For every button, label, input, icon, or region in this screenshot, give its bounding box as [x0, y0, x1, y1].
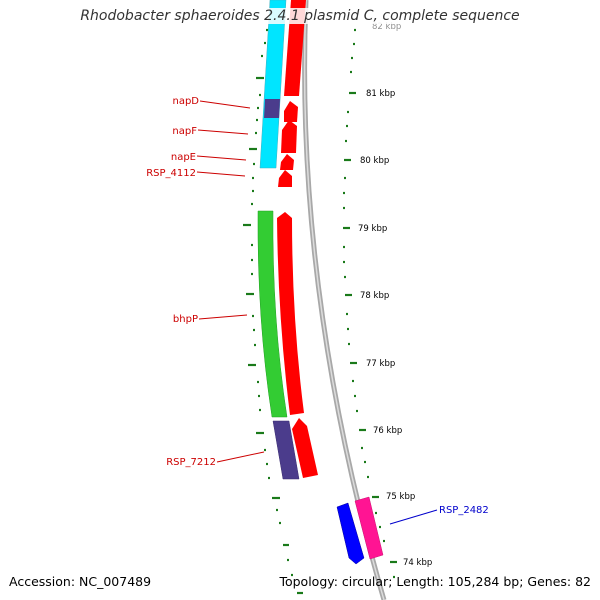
cyan-segment	[259, 0, 287, 169]
kbp-labels: 82 kbp 81 kbp 80 kbp 79 kbp 78 kbp 77 kb…	[358, 22, 432, 568]
cds-napF	[281, 120, 297, 153]
cds-RSP_4112	[278, 170, 292, 187]
kbp-label-80: 80 kbp	[360, 156, 389, 166]
magenta-segment-RSP_2482	[354, 496, 384, 560]
gene-label-napF: napF	[172, 126, 197, 137]
gene-label-bhpP: bhpP	[173, 314, 198, 325]
map-title: Rhodobacter sphaeroides 2.4.1 plasmid C,…	[0, 8, 600, 24]
gene-label-RSP_7212: RSP_7212	[166, 457, 216, 468]
blue-segment-RSP_2482	[336, 502, 365, 565]
kbp-label-76: 76 kbp	[373, 426, 402, 436]
function-track	[257, 0, 384, 565]
kbp-label-79: 79 kbp	[358, 224, 387, 234]
gene-label-RSP_2482: RSP_2482	[439, 505, 489, 516]
gene-label-napE: napE	[171, 152, 196, 163]
kbp-label-75: 75 kbp	[386, 492, 415, 502]
topology-summary: Topology: circular; Length: 105,284 bp; …	[279, 574, 591, 589]
gene-labels: napD napF napE RSP_4112 bhpP RSP_7212 RS…	[146, 96, 489, 516]
gene-label-RSP_4112: RSP_4112	[146, 168, 196, 179]
forward-cds-track	[277, 0, 318, 478]
inner-tick-ring	[243, 28, 303, 595]
outer-tick-ring	[343, 28, 397, 579]
gene-label-napD: napD	[172, 96, 199, 107]
cds-napE	[280, 154, 294, 170]
label-leaders	[196, 100, 438, 525]
cds-RSP_7212	[292, 418, 318, 478]
cds-bhpP	[277, 212, 304, 415]
cds-napD	[284, 101, 298, 122]
kbp-label-77: 77 kbp	[366, 359, 395, 369]
green-segment-bhpP	[257, 210, 288, 418]
kbp-label-82: 82 kbp	[372, 22, 401, 32]
accession-text: Accession: NC_007489	[9, 574, 152, 589]
kbp-label-74: 74 kbp	[403, 558, 432, 568]
purple-segment-RSP_7212	[272, 420, 300, 480]
kbp-label-81: 81 kbp	[366, 89, 395, 99]
cds-top	[284, 0, 306, 96]
purple-segment-napD	[264, 99, 280, 118]
kbp-label-78: 78 kbp	[360, 291, 389, 301]
